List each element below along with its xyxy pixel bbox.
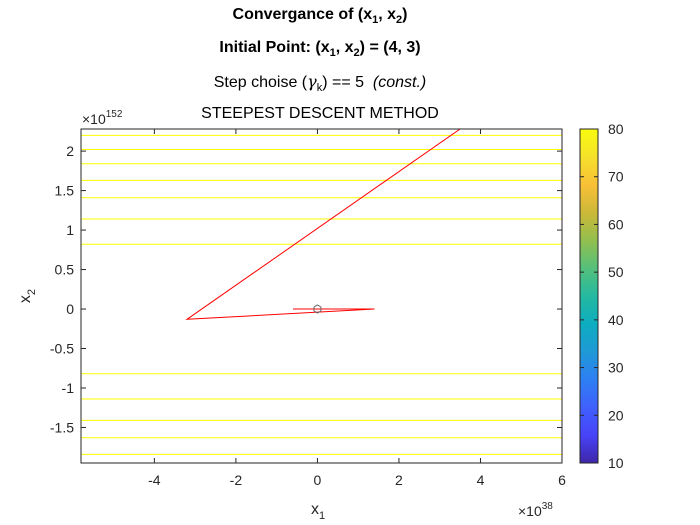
title-line-2: Initial Point: (x1, x2) = (4, 3) (219, 39, 421, 60)
colorbar-tick-label: 40 (608, 312, 624, 328)
colorbar-tick-label: 80 (608, 121, 624, 137)
path-line (185, 129, 461, 320)
x-exponent-label: ×1038 (518, 501, 553, 519)
x-tick-label: 4 (477, 472, 485, 488)
colorbar-tick-label: 20 (608, 407, 624, 423)
x-tick-label: -2 (230, 472, 243, 488)
axes-box (80, 128, 563, 464)
y-tick-label: -1.5 (50, 419, 74, 435)
y-tick-label: 0 (66, 301, 74, 317)
y-tick-label: 2 (66, 143, 74, 159)
x-tick-label: 6 (558, 472, 566, 488)
y-axis-label: x2 (17, 289, 38, 303)
y-tick-label: 1.5 (55, 183, 75, 199)
title-line-4: STEEPEST DESCENT METHOD (201, 105, 439, 122)
colorbar-tick-label: 60 (608, 216, 624, 232)
plot-area: -4 -2 0 2 4 6 -1.5 -1 -0.5 0 0.5 1 1.5 2 (50, 128, 566, 488)
point-marker (313, 304, 322, 314)
colorbar-box (579, 128, 599, 464)
colorbar-tick-label: 70 (608, 169, 624, 185)
colorbar-tick-label: 30 (608, 360, 624, 376)
x-axis-label: x1 (311, 501, 325, 522)
axes-background (81, 129, 562, 463)
descent-path (185, 129, 461, 320)
x-tick-label: -4 (148, 472, 161, 488)
y-exponent-label: ×10152 (82, 109, 123, 127)
y-tick-label: 0.5 (55, 262, 75, 278)
x-tick-label: 0 (314, 472, 322, 488)
colorbar: 10 20 30 40 50 60 70 80 (579, 121, 624, 471)
y-tick-label: -1 (62, 380, 75, 396)
y-ticks: -1.5 -1 -0.5 0 0.5 1 1.5 2 (50, 143, 562, 435)
x-ticks: -4 -2 0 2 4 6 (148, 129, 566, 488)
title-line-3: Step choise (γk) == 5 (const.) (213, 72, 427, 95)
colorbar-ticks: 10 20 30 40 50 60 70 80 (580, 121, 624, 471)
contour-lines (81, 134, 562, 455)
colorbar-tick-label: 10 (608, 455, 624, 471)
colorbar-gradient (580, 129, 598, 463)
title-line-1: Convergance of (x1, x2) (232, 6, 408, 27)
colorbar-tick-label: 50 (608, 264, 624, 280)
x-tick-label: 2 (395, 472, 403, 488)
y-tick-label: -0.5 (50, 341, 74, 357)
y-tick-label: 1 (66, 222, 74, 238)
